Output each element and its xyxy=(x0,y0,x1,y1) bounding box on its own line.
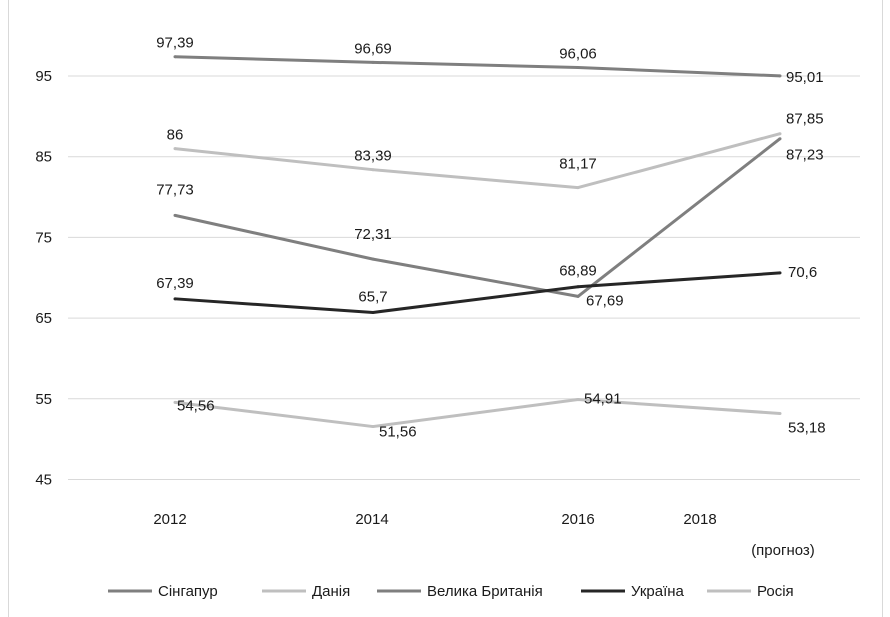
series-point xyxy=(173,213,177,217)
y-tick-label: 55 xyxy=(35,391,52,408)
data-label: 86 xyxy=(167,127,184,144)
series-point xyxy=(576,294,580,298)
data-label: 67,39 xyxy=(156,275,194,292)
x-axis-note: (прогноз) xyxy=(751,542,815,559)
data-label: 51,56 xyxy=(379,424,417,441)
chart-frame xyxy=(8,0,883,617)
data-label: 77,73 xyxy=(156,181,194,198)
data-label: 83,39 xyxy=(354,148,392,165)
data-label: 96,06 xyxy=(559,45,597,62)
legend-label: Сінгапур xyxy=(158,583,218,600)
series-point xyxy=(371,310,375,314)
x-tick-label: 2014 xyxy=(355,511,388,528)
series-point xyxy=(778,411,782,415)
data-label: 54,91 xyxy=(584,391,622,408)
series-point xyxy=(778,74,782,78)
series-point xyxy=(371,257,375,261)
data-label: 53,18 xyxy=(788,419,826,436)
series-line-5 xyxy=(174,398,781,429)
data-label: 81,17 xyxy=(559,156,597,173)
data-label: 87,23 xyxy=(786,147,824,164)
data-label: 54,56 xyxy=(177,397,215,414)
series-point xyxy=(173,55,177,59)
x-tick-label: 2016 xyxy=(561,511,594,528)
y-tick-label: 85 xyxy=(35,149,52,166)
series-point xyxy=(371,425,375,429)
data-label: 72,31 xyxy=(354,226,392,243)
series-line-2 xyxy=(174,132,781,190)
data-label: 65,7 xyxy=(358,288,387,305)
series-point xyxy=(371,168,375,172)
legend-label: Україна xyxy=(631,583,685,600)
series-point xyxy=(576,186,580,190)
series-point xyxy=(576,398,580,402)
series-point xyxy=(576,65,580,69)
x-tick-label: 2012 xyxy=(153,511,186,528)
series-point xyxy=(778,271,782,275)
series-point xyxy=(173,147,177,151)
y-tick-label: 75 xyxy=(35,229,52,246)
data-label: 68,89 xyxy=(559,263,597,280)
series-point xyxy=(173,400,177,404)
series-line-3 xyxy=(174,137,781,298)
legend-label: Велика Британія xyxy=(427,583,543,600)
series-line-1 xyxy=(174,55,781,78)
series-point xyxy=(778,132,782,136)
data-label: 96,69 xyxy=(354,40,392,57)
series-point xyxy=(778,137,782,141)
data-label: 97,39 xyxy=(156,35,194,52)
data-label: 67,69 xyxy=(586,292,624,309)
series-point xyxy=(371,60,375,64)
series-point xyxy=(576,285,580,289)
data-label: 95,01 xyxy=(786,69,824,86)
series-line-4 xyxy=(174,271,781,314)
legend-label: Росія xyxy=(757,583,794,600)
x-tick-label: 2018 xyxy=(683,511,716,528)
y-tick-label: 45 xyxy=(35,472,52,489)
series-point xyxy=(173,297,177,301)
data-label: 87,85 xyxy=(786,111,824,128)
legend-label: Данія xyxy=(312,583,350,600)
data-label: 70,6 xyxy=(788,264,817,281)
y-tick-label: 95 xyxy=(35,68,52,85)
y-tick-label: 65 xyxy=(35,310,52,327)
